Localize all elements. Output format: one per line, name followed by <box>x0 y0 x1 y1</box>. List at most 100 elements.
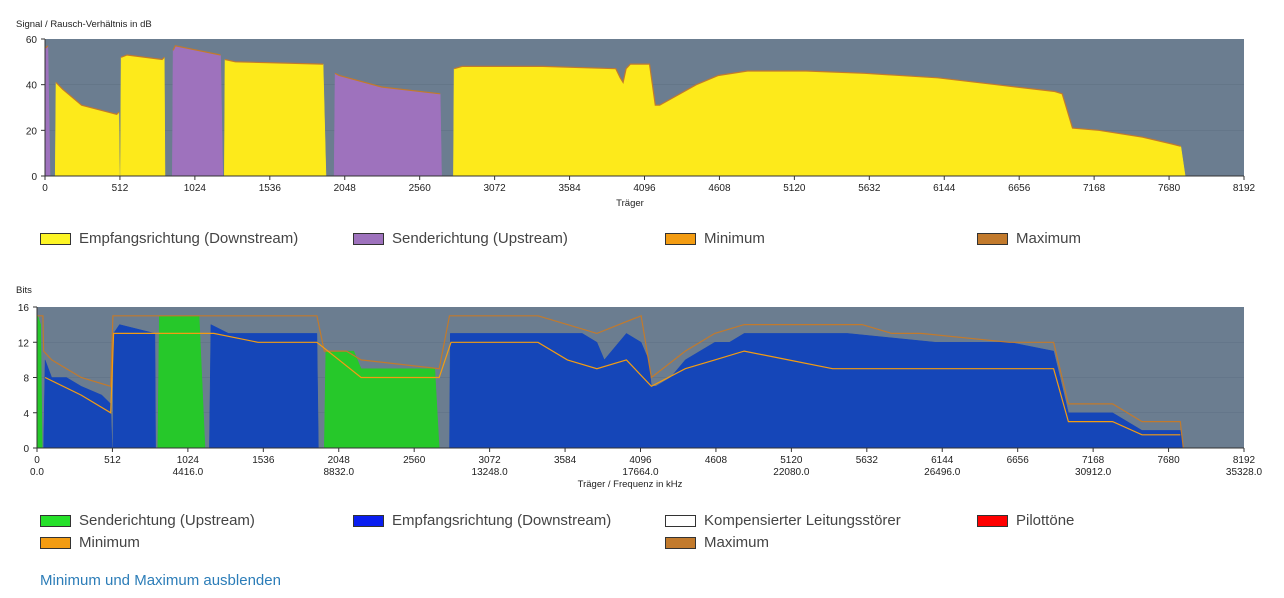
bits-xtick-label: 0 <box>34 455 40 466</box>
snr-max-outline <box>453 63 1181 147</box>
bits-legend-label: Pilottöne <box>1016 512 1075 529</box>
snr-ytick-label: 0 <box>31 172 37 183</box>
snr-max-outline <box>172 45 221 56</box>
bits-khz-tick-label: 8832.0 <box>323 467 354 478</box>
bits-xtick-label: 2048 <box>328 455 351 466</box>
bits-xtick-label: 2560 <box>403 455 426 466</box>
bits-khz-tick-label: 35328.0 <box>1226 467 1263 478</box>
bits-legend-item: Kompensierter Leitungsstörer <box>665 512 901 529</box>
bits-series-1-area <box>209 324 319 449</box>
snr-series-1-area <box>120 54 166 177</box>
snr-legend-label: Empfangsrichtung (Downstream) <box>79 230 299 247</box>
snr-series-1-area <box>224 59 327 177</box>
bits-legend-swatch <box>977 514 1008 527</box>
bits-series-1-area <box>449 333 1184 449</box>
bits-xtick-label: 7168 <box>1082 455 1105 466</box>
snr-max-outline <box>45 45 49 49</box>
bits-xtick-label: 3584 <box>554 455 577 466</box>
bits-ytick-label: 0 <box>23 444 29 455</box>
bits-series-1-area <box>112 324 156 449</box>
snr-max-outline <box>334 72 441 95</box>
snr-xtick-label: 2560 <box>409 183 432 194</box>
bits-legend-swatch <box>665 514 696 527</box>
snr-xtick-label: 1536 <box>259 183 282 194</box>
snr-legend-item: Senderichtung (Upstream) <box>353 230 568 247</box>
snr-xtick-label: 512 <box>112 183 129 194</box>
bits-xtick-label: 7680 <box>1157 455 1180 466</box>
bits-xtick-label: 1536 <box>252 455 275 466</box>
snr-xtick-label: 5120 <box>783 183 806 194</box>
snr-xtick-label: 3584 <box>558 183 581 194</box>
bits-legend-item: Senderichtung (Upstream) <box>40 512 255 529</box>
bits-ytick-label: 4 <box>23 409 29 420</box>
bits-legend-label: Kompensierter Leitungsstörer <box>704 512 901 529</box>
snr-legend-item: Minimum <box>665 230 765 247</box>
snr-legend-item: Maximum <box>977 230 1081 247</box>
bits-legend-swatch <box>40 514 71 527</box>
bits-khz-tick-label: 0.0 <box>30 467 44 478</box>
bits-ylabel: Bits <box>16 285 32 296</box>
bits-xlabel: Träger / Frequenz in kHz <box>578 479 683 490</box>
bits-legend-item: Pilottöne <box>977 512 1074 529</box>
bits-legend-swatch <box>665 536 696 549</box>
bits-khz-tick-label: 26496.0 <box>924 467 961 478</box>
snr-xtick-label: 6656 <box>1008 183 1031 194</box>
snr-xtick-label: 7680 <box>1158 183 1181 194</box>
snr-plot-area: 0 20 40 60 0 512 1024 1536 2048 2560 3072 3584 4096 4… <box>26 35 1256 194</box>
snr-xtick-label: 4608 <box>708 183 731 194</box>
snr-xlabel: Träger <box>616 198 644 209</box>
bits-chart: Bits 0 4 8 12 16 0 512 1024 1536 2048 2560 3072 3584… <box>16 285 1263 490</box>
bits-legend-label: Maximum <box>704 534 770 551</box>
bits-legend-label: Empfangsrichtung (Downstream) <box>392 512 612 529</box>
bits-ytick-label: 8 <box>23 374 29 385</box>
snr-xtick-label: 7168 <box>1083 183 1106 194</box>
snr-xtick-label: 3072 <box>484 183 507 194</box>
bits-xtick-label: 4608 <box>705 455 728 466</box>
bits-xtick-label: 5632 <box>856 455 879 466</box>
bits-ytick-label: 16 <box>18 303 30 314</box>
bits-series-0-area <box>157 315 206 449</box>
bits-legend-item: Minimum <box>40 534 140 551</box>
bits-legend-swatch <box>40 536 71 549</box>
bits-xtick-label: 512 <box>104 455 121 466</box>
hide-min-max-link[interactable]: Minimum und Maximum ausblenden <box>40 572 281 589</box>
snr-xtick-label: 8192 <box>1233 183 1256 194</box>
bits-khz-tick-label: 17664.0 <box>622 467 659 478</box>
bits-khz-tick-label: 4416.0 <box>173 467 204 478</box>
bits-ytick-label: 12 <box>18 338 30 349</box>
bits-legend-item: Maximum <box>665 534 769 551</box>
snr-xtick-label: 6144 <box>933 183 956 194</box>
bits-xtick-label: 8192 <box>1233 455 1256 466</box>
bits-legend-label: Senderichtung (Upstream) <box>79 512 255 529</box>
bits-xtick-label: 6656 <box>1007 455 1030 466</box>
snr-xtick-label: 0 <box>42 183 48 194</box>
snr-max-outline <box>120 54 165 61</box>
snr-legend: Empfangsrichtung (Downstream) Senderichtu… <box>40 230 1240 250</box>
snr-ylabel: Signal / Rausch-Verhältnis in dB <box>16 19 152 30</box>
bits-khz-tick-label: 13248.0 <box>472 467 509 478</box>
bits-series-1-area <box>43 359 113 449</box>
snr-legend-label: Maximum <box>1016 230 1082 247</box>
snr-ytick-label: 20 <box>26 126 38 137</box>
bits-legend-swatch <box>353 514 384 527</box>
snr-xtick-label: 5632 <box>858 183 881 194</box>
bits-legend-label: Minimum <box>79 534 140 551</box>
bits-xtick-label: 4096 <box>629 455 652 466</box>
snr-legend-item: Empfangsrichtung (Downstream) <box>40 230 298 247</box>
bits-xtick-label: 1024 <box>177 455 200 466</box>
snr-max-outline <box>224 58 324 65</box>
snr-legend-swatch <box>40 232 71 245</box>
bits-legend-item: Empfangsrichtung (Downstream) <box>353 512 611 529</box>
snr-legend-label: Senderichtung (Upstream) <box>392 230 568 247</box>
bits-minimum-line <box>44 332 1181 436</box>
snr-legend-swatch <box>353 232 384 245</box>
snr-legend-label: Minimum <box>704 230 765 247</box>
snr-legend-swatch <box>665 232 696 245</box>
bits-xtick-label: 6144 <box>931 455 954 466</box>
bits-maximum-line <box>37 314 1184 449</box>
snr-xtick-label: 4096 <box>633 183 656 194</box>
bits-khz-tick-label: 22080.0 <box>773 467 810 478</box>
snr-chart: Signal / Rausch-Verhältnis in dB 0 20 40 60… <box>16 19 1256 209</box>
snr-max-outline <box>55 81 120 115</box>
snr-legend-swatch <box>977 232 1008 245</box>
